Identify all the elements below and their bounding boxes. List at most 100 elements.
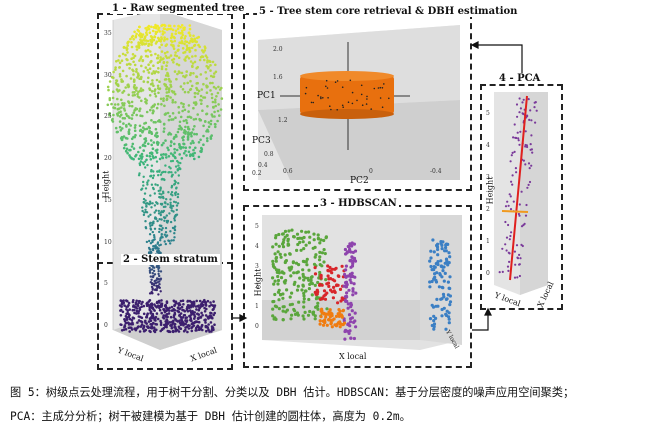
point: [151, 223, 154, 227]
point: [159, 290, 162, 293]
point: [153, 288, 157, 292]
point: [298, 236, 302, 240]
point: [187, 90, 190, 94]
point: [349, 305, 353, 309]
point: [291, 260, 295, 264]
raw-tree-axes-box: [112, 10, 222, 350]
point: [170, 320, 174, 324]
point: [204, 303, 208, 306]
point: [320, 251, 324, 255]
point: [169, 96, 172, 99]
point: [160, 311, 163, 315]
point: [206, 139, 209, 143]
point: [531, 151, 534, 154]
point: [209, 119, 213, 123]
point: [310, 275, 314, 279]
point: [184, 119, 188, 122]
point: [204, 120, 207, 123]
point: [169, 230, 172, 233]
point: [522, 98, 525, 101]
point: [360, 84, 363, 87]
point: [217, 85, 220, 89]
point: [193, 313, 196, 317]
point: [146, 163, 149, 167]
point: [214, 87, 218, 90]
point: [308, 309, 312, 314]
point: [203, 45, 207, 48]
point: [310, 101, 313, 104]
point: [283, 235, 287, 239]
point: [302, 297, 306, 301]
point: [170, 209, 173, 212]
point: [150, 268, 154, 271]
point: [150, 164, 154, 167]
point: [160, 299, 163, 302]
point: [515, 103, 519, 106]
point: [304, 243, 308, 247]
point: [147, 71, 151, 74]
point: [149, 330, 152, 334]
point: [188, 324, 191, 328]
point: [177, 127, 181, 131]
point: [337, 308, 341, 312]
point: [442, 279, 446, 283]
point: [142, 143, 145, 147]
point: [156, 300, 159, 304]
point: [115, 88, 119, 91]
point: [334, 266, 338, 270]
point: [135, 153, 138, 157]
point: [127, 62, 131, 66]
point: [182, 303, 185, 306]
point: [334, 314, 339, 318]
point: [209, 321, 213, 324]
point: [336, 109, 339, 111]
point: [444, 246, 448, 250]
point: [137, 41, 140, 44]
point: [286, 239, 290, 243]
point: [292, 282, 296, 286]
point: [148, 31, 152, 34]
point: [158, 283, 161, 286]
point: [316, 233, 320, 237]
point: [190, 131, 194, 134]
point: [432, 319, 436, 323]
point: [173, 54, 177, 57]
point: [336, 301, 340, 305]
point: [143, 39, 146, 42]
point: [165, 214, 168, 217]
point: [145, 127, 149, 131]
point: [325, 323, 329, 327]
point: [155, 160, 159, 163]
point: [186, 46, 189, 50]
point: [151, 29, 155, 33]
point: [159, 270, 163, 273]
point: [132, 304, 135, 307]
point: [152, 120, 156, 124]
point: [166, 72, 170, 76]
point: [188, 24, 192, 27]
point: [137, 157, 141, 161]
hdbscan-cluster-points: [271, 228, 453, 341]
point: [348, 259, 352, 263]
point: [160, 103, 163, 106]
point: [182, 323, 185, 327]
point: [377, 87, 380, 89]
point: [187, 327, 191, 330]
point: [156, 202, 159, 205]
point: [127, 85, 131, 88]
point: [149, 224, 152, 228]
point: [322, 97, 324, 99]
point: [195, 329, 198, 332]
point: [157, 174, 160, 177]
point: [119, 299, 123, 302]
point: [204, 318, 207, 322]
point: [203, 306, 206, 310]
point: [514, 167, 518, 170]
point: [154, 245, 157, 248]
point: [120, 98, 123, 102]
point: [179, 315, 183, 319]
point: [181, 299, 185, 303]
point: [167, 133, 170, 136]
point: [214, 104, 217, 108]
point: [137, 174, 141, 177]
